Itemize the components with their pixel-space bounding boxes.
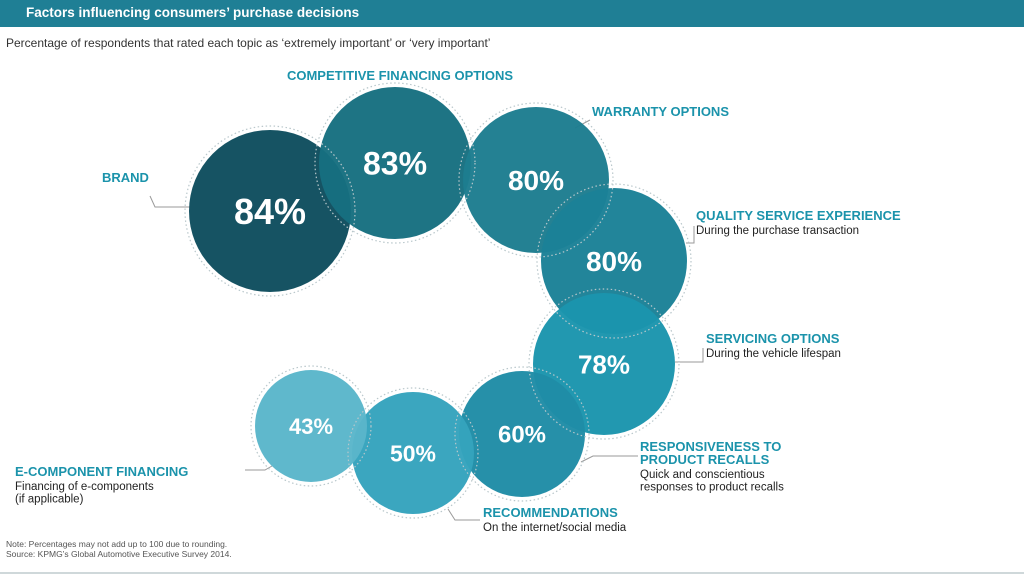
chart-title: Factors influencing consumers’ purchase …: [26, 5, 360, 20]
bubble-8: [255, 370, 367, 482]
category-sublabel: (if applicable): [15, 494, 84, 506]
bubble-halo: [347, 387, 479, 519]
header-bar: Factors influencing consumers’ purchase …: [0, 0, 1024, 27]
value-label: 50%: [390, 440, 436, 466]
category-label: RESPONSIVENESS TO: [640, 439, 781, 454]
category-sublabel: Financing of e-components: [15, 481, 154, 493]
value-label: 84%: [234, 191, 306, 232]
category-label: WARRANTY OPTIONS: [592, 104, 729, 119]
category-label: RECOMMENDATIONS: [483, 505, 618, 520]
bubble-6: [459, 371, 585, 497]
footnote-note: Note: Percentages may not add up to 100 …: [6, 539, 228, 549]
bubble-2: [319, 87, 471, 239]
category-sublabel: Quick and conscientious: [640, 469, 765, 481]
value-label: 80%: [586, 246, 642, 277]
category-label: COMPETITIVE FINANCING OPTIONS: [287, 68, 513, 83]
bottom-rule: [0, 572, 1024, 574]
leader-line: [149, 195, 190, 208]
category-sublabel: During the vehicle lifespan: [706, 348, 841, 360]
chart-subtitle: Percentage of respondents that rated eac…: [6, 36, 491, 50]
value-label: 43%: [289, 414, 333, 439]
bubble-halo: [536, 183, 692, 339]
value-label: 83%: [363, 146, 427, 182]
category-sublabel: During the purchase transaction: [696, 225, 859, 237]
leader-line: [245, 465, 273, 471]
category-label: QUALITY SERVICE EXPERIENCE: [696, 208, 901, 223]
leader-line: [580, 455, 638, 463]
bubble-halo: [184, 125, 356, 297]
bubble-4: [541, 188, 687, 334]
category-label: BRAND: [102, 170, 149, 185]
bubble-halo: [458, 102, 614, 258]
leader-line: [686, 226, 695, 244]
value-label: 80%: [508, 165, 564, 196]
bubble-1: [189, 130, 351, 292]
bubble-halo: [314, 82, 476, 244]
category-sublabel: On the internet/social media: [483, 522, 627, 534]
bubble-halo: [454, 366, 590, 502]
value-label: 78%: [578, 349, 630, 379]
category-label: E-COMPONENT FINANCING: [15, 464, 188, 479]
bubble-7: [352, 392, 474, 514]
bubble-halo: [528, 288, 680, 440]
category-label: SERVICING OPTIONS: [706, 331, 840, 346]
value-label: 60%: [498, 422, 546, 449]
category-label: PRODUCT RECALLS: [640, 452, 770, 467]
leader-line: [447, 508, 480, 521]
leader-line: [675, 348, 704, 363]
bubble-halo: [250, 365, 372, 487]
category-sublabel: responses to product recalls: [640, 482, 784, 494]
footnote-source: Source: KPMG’s Global Automotive Executi…: [6, 549, 232, 559]
